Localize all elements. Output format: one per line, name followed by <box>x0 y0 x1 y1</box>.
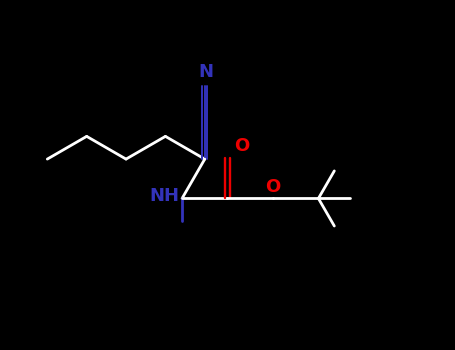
Text: N: N <box>199 63 214 81</box>
Text: O: O <box>234 137 250 155</box>
Text: NH: NH <box>150 187 180 205</box>
Text: O: O <box>265 178 281 196</box>
